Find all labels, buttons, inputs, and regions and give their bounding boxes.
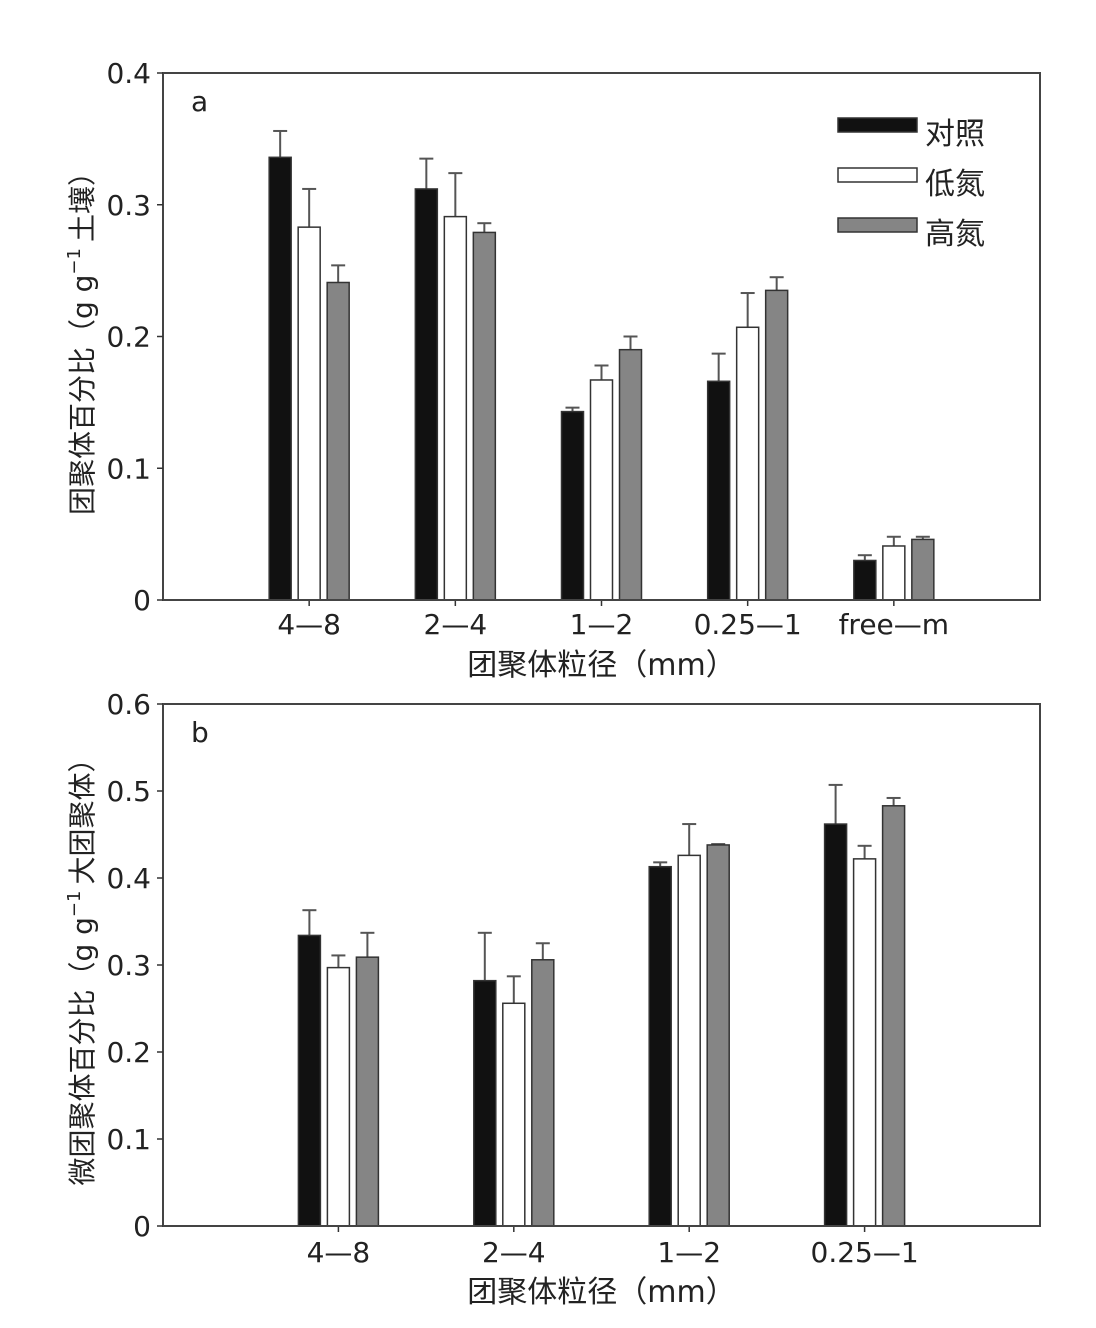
y-axis-label-part: 团聚体百分比（g g	[66, 275, 99, 515]
y-tick-label: 0	[133, 1210, 151, 1243]
bar-高氮	[764, 289, 789, 601]
y-tick-label: 0.1	[106, 452, 151, 485]
bar-高氮	[881, 805, 906, 1227]
bar-高氮	[326, 281, 350, 601]
bar-低氮	[443, 215, 468, 601]
legend-swatch	[837, 167, 918, 183]
legend-swatch	[837, 217, 918, 233]
bar-对照	[560, 410, 585, 601]
panel-a: 4—8 2—4 1—2 0.25—1 free—m 0 0.1 0.2 0.3 0.4 a 团聚体粒径…	[64, 57, 1041, 683]
panel-b: 4—8 2—4 1—2 0.25—1 0 0.1 0.2 0.3 0.4 0.5 0.6 b 团聚体粒径…	[64, 688, 1041, 1310]
bar-高氮	[355, 956, 380, 1227]
bar-对照	[473, 979, 497, 1227]
y-tick-label: 0.2	[106, 1036, 151, 1069]
y-tick-label: 0.4	[106, 57, 151, 90]
bar-对照	[648, 865, 672, 1227]
bar-对照	[823, 823, 848, 1227]
y-axis-label-superscript: −1	[64, 891, 85, 918]
bar-低氮	[882, 545, 906, 601]
bar-高氮	[706, 844, 730, 1227]
bar-低氮	[735, 326, 760, 601]
y-tick-label: 0	[133, 584, 151, 617]
bar-低氮	[677, 854, 701, 1227]
bar-低氮	[326, 966, 351, 1227]
y-axis-label-part: 微团聚体百分比（g g	[66, 917, 99, 1185]
bar-高氮	[618, 348, 643, 601]
x-tick-label: 1—2	[570, 608, 634, 641]
y-axis-label: 微团聚体百分比（g g−1 大团聚体）	[64, 744, 99, 1185]
legend-label: 低氮	[925, 167, 985, 202]
legend-label: 对照	[925, 117, 985, 152]
x-tick-label: 0.25—1	[811, 1236, 919, 1269]
x-tick-label: 1—2	[657, 1236, 721, 1269]
y-tick-label: 0.3	[106, 949, 151, 982]
bar-低氮	[852, 858, 877, 1227]
y-axis-label: 团聚体百分比（g g−1 土壤）	[64, 158, 99, 515]
y-axis-label-part: 土壤）	[66, 158, 99, 242]
y-tick-label: 0.4	[106, 862, 151, 895]
plot-frame	[162, 703, 1041, 1227]
bar-高氮	[911, 538, 935, 601]
y-tick-label: 0.5	[106, 775, 151, 808]
x-axis-label: 团聚体粒径（mm）	[467, 1275, 735, 1310]
x-tick-label: 4—8	[277, 608, 341, 641]
bar-低氮	[502, 1002, 526, 1227]
y-axis-label-superscript: −1	[64, 248, 85, 275]
y-tick-label: 0.1	[106, 1123, 151, 1156]
legend-swatch	[837, 117, 918, 133]
panel-label: b	[191, 716, 209, 749]
y-axis-label-part: 大团聚体）	[66, 744, 99, 884]
bar-高氮	[531, 959, 555, 1227]
x-tick-label: 2—4	[482, 1236, 546, 1269]
bar-对照	[706, 380, 731, 601]
bar-对照	[297, 934, 322, 1227]
bar-对照	[268, 156, 292, 601]
x-axis-label: 团聚体粒径（mm）	[467, 648, 735, 683]
y-tick-label: 0.6	[106, 688, 151, 721]
y-tick-label: 0.3	[106, 189, 151, 222]
x-tick-label: 0.25—1	[694, 608, 802, 641]
bar-低氮	[589, 379, 614, 601]
y-tick-label: 0.2	[106, 321, 151, 354]
x-tick-label: free—m	[839, 608, 949, 641]
bar-低氮	[297, 226, 321, 601]
x-tick-label: 4—8	[307, 1236, 371, 1269]
panel-label: a	[191, 85, 208, 118]
bar-对照	[853, 559, 877, 601]
x-tick-label: 2—4	[424, 608, 488, 641]
bar-对照	[414, 188, 439, 601]
legend-label: 高氮	[925, 217, 985, 252]
bar-高氮	[472, 231, 497, 601]
